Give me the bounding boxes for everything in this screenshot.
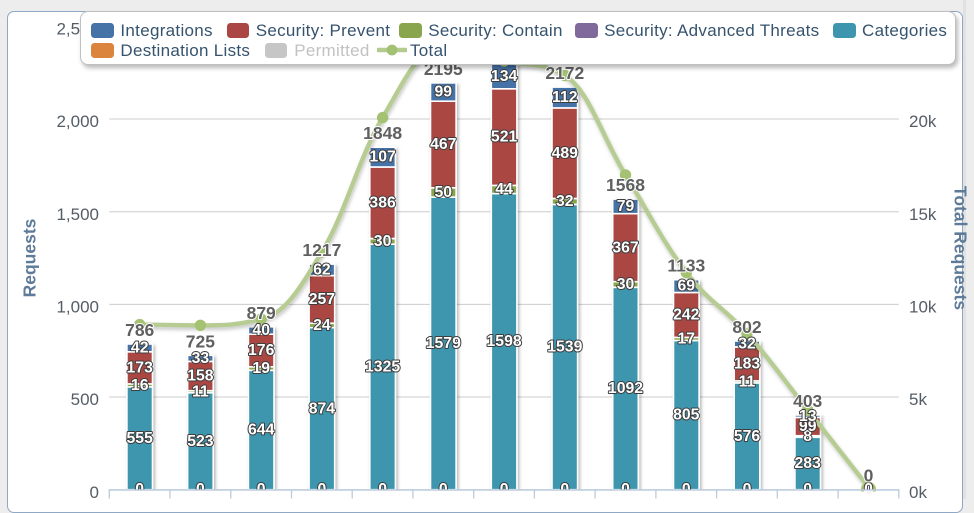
svg-text:69: 69	[678, 278, 696, 295]
svg-text:0: 0	[621, 481, 630, 498]
svg-text:42: 42	[131, 340, 149, 357]
svg-text:1092: 1092	[608, 380, 643, 397]
svg-text:Requests: Requests	[19, 218, 39, 297]
svg-text:0: 0	[864, 466, 874, 486]
svg-text:17: 17	[678, 331, 696, 348]
svg-text:16: 16	[131, 377, 149, 394]
svg-text:0: 0	[500, 481, 509, 498]
svg-text:183: 183	[734, 356, 761, 373]
svg-text:500: 500	[71, 390, 99, 409]
svg-text:0: 0	[803, 481, 812, 498]
svg-text:32: 32	[556, 193, 574, 210]
svg-text:176: 176	[248, 342, 275, 359]
svg-text:Total Requests: Total Requests	[951, 186, 971, 310]
svg-text:20k: 20k	[909, 112, 937, 131]
svg-text:1217: 1217	[302, 240, 341, 260]
svg-text:879: 879	[247, 303, 276, 323]
svg-text:1579: 1579	[426, 335, 461, 352]
svg-text:13: 13	[799, 408, 817, 425]
svg-text:2172: 2172	[545, 63, 584, 83]
svg-text:107: 107	[369, 149, 396, 166]
svg-text:1133: 1133	[667, 256, 705, 276]
svg-text:1568: 1568	[606, 175, 645, 195]
svg-text:32: 32	[738, 336, 756, 353]
svg-text:0: 0	[257, 481, 266, 498]
svg-text:30: 30	[374, 233, 392, 250]
svg-text:521: 521	[491, 129, 518, 146]
svg-text:134: 134	[491, 68, 518, 85]
svg-text:0: 0	[318, 481, 327, 498]
svg-text:50: 50	[435, 184, 453, 201]
svg-text:242: 242	[673, 307, 700, 324]
svg-text:30: 30	[617, 276, 635, 293]
svg-text:1,000: 1,000	[56, 298, 99, 317]
svg-text:0: 0	[560, 481, 569, 498]
svg-text:11: 11	[192, 383, 209, 400]
svg-text:802: 802	[732, 317, 761, 337]
svg-text:62: 62	[313, 262, 331, 279]
svg-text:386: 386	[369, 194, 396, 211]
svg-text:1848: 1848	[363, 123, 402, 143]
svg-text:0: 0	[378, 481, 387, 498]
svg-text:1,500: 1,500	[56, 205, 99, 224]
svg-text:8: 8	[803, 428, 812, 445]
svg-text:576: 576	[734, 428, 761, 445]
svg-text:0: 0	[196, 481, 205, 498]
svg-text:0: 0	[439, 481, 448, 498]
svg-text:2,000: 2,000	[56, 112, 99, 131]
svg-text:79: 79	[617, 198, 635, 215]
svg-text:0k: 0k	[909, 483, 927, 499]
svg-text:10k: 10k	[909, 298, 937, 317]
svg-text:874: 874	[309, 400, 336, 417]
svg-text:467: 467	[430, 136, 457, 153]
svg-text:0: 0	[682, 481, 691, 498]
svg-text:0: 0	[90, 483, 99, 499]
svg-text:489: 489	[552, 145, 579, 162]
svg-text:19: 19	[252, 360, 270, 377]
svg-text:283: 283	[795, 455, 822, 472]
svg-text:786: 786	[125, 320, 154, 340]
svg-text:112: 112	[552, 89, 578, 106]
svg-text:644: 644	[248, 422, 275, 439]
svg-text:1598: 1598	[487, 333, 522, 350]
svg-text:99: 99	[799, 418, 817, 435]
svg-text:1325: 1325	[365, 359, 400, 376]
svg-text:24: 24	[313, 317, 331, 334]
svg-text:0: 0	[864, 481, 873, 498]
svg-text:555: 555	[127, 430, 154, 447]
svg-text:1539: 1539	[547, 339, 582, 356]
svg-text:40: 40	[252, 322, 270, 339]
svg-text:158: 158	[187, 368, 214, 385]
svg-text:523: 523	[187, 433, 214, 450]
svg-text:99: 99	[435, 84, 453, 101]
svg-text:0: 0	[743, 481, 752, 498]
svg-text:5k: 5k	[909, 390, 927, 409]
svg-text:403: 403	[793, 391, 822, 411]
svg-text:11: 11	[739, 374, 756, 391]
svg-text:257: 257	[309, 291, 336, 308]
svg-text:33: 33	[192, 350, 210, 367]
svg-text:0: 0	[135, 481, 144, 498]
svg-text:367: 367	[612, 239, 639, 256]
svg-text:805: 805	[673, 407, 700, 424]
svg-text:44: 44	[495, 181, 513, 198]
svg-text:173: 173	[127, 359, 154, 376]
svg-text:725: 725	[186, 331, 215, 351]
svg-text:15k: 15k	[909, 205, 937, 224]
